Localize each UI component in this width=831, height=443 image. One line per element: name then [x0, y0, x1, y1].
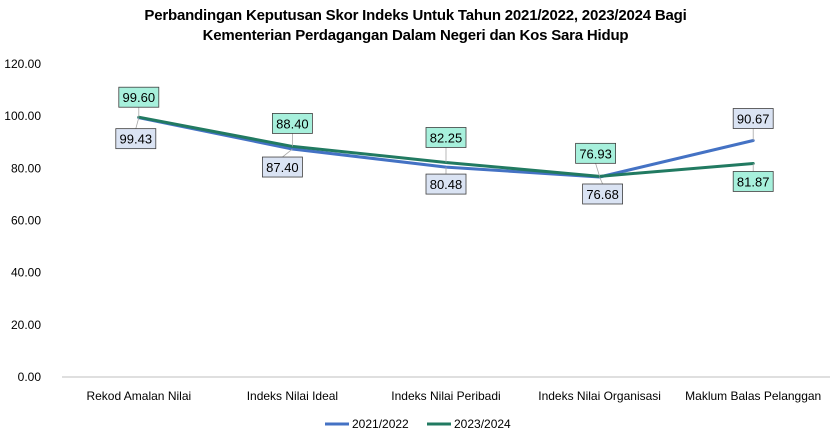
data-label-leader [135, 117, 140, 129]
legend-label: 2023/2024 [454, 417, 511, 431]
data-label: 76.93 [579, 146, 612, 161]
data-label-box [732, 108, 774, 129]
data-label: 87.40 [266, 160, 299, 175]
y-tick-label: 80.00 [11, 161, 41, 175]
x-tick-label: Rekod Amalan Nilai [86, 389, 191, 403]
y-tick-label: 100.00 [4, 109, 41, 123]
y-tick-label: 60.00 [11, 214, 41, 228]
data-label: 99.60 [123, 90, 156, 105]
y-tick-label: 20.00 [11, 318, 41, 332]
data-label-box [582, 183, 623, 205]
chart-subtitle: Kementerian Perdagangan Dalam Negeri dan… [202, 27, 629, 44]
data-label-box [115, 128, 157, 150]
data-label-box [575, 142, 616, 164]
x-tick-label: Indeks Nilai Peribadi [391, 389, 500, 403]
data-label: 90.67 [737, 112, 770, 127]
y-tick-label: 40.00 [11, 266, 41, 280]
data-label-box [271, 113, 313, 134]
data-label: 88.40 [276, 116, 309, 131]
data-label-leader [282, 148, 293, 158]
data-label: 99.43 [120, 132, 153, 147]
data-label-box [261, 156, 303, 178]
data-label: 76.68 [586, 187, 619, 202]
data-label-box [425, 127, 467, 148]
y-tick-label: 0.00 [18, 370, 42, 384]
data-label: 81.87 [737, 174, 770, 189]
x-tick-label: Indeks Nilai Organisasi [538, 389, 661, 403]
chart-title: Perbandingan Keputusan Skor Indeks Untuk… [144, 7, 687, 24]
data-label-leader [599, 176, 603, 185]
y-tick-label: 120.00 [4, 57, 41, 71]
x-tick-label: Indeks Nilai Ideal [247, 389, 338, 403]
data-label-box [732, 171, 774, 192]
data-label: 82.25 [430, 130, 463, 145]
data-label-leader [595, 163, 600, 177]
legend-label: 2021/2022 [352, 417, 409, 431]
data-label-box [425, 173, 467, 195]
x-tick-label: Maklum Balas Pelanggan [685, 389, 821, 403]
data-label-box [118, 86, 160, 108]
data-label: 80.48 [430, 177, 463, 192]
